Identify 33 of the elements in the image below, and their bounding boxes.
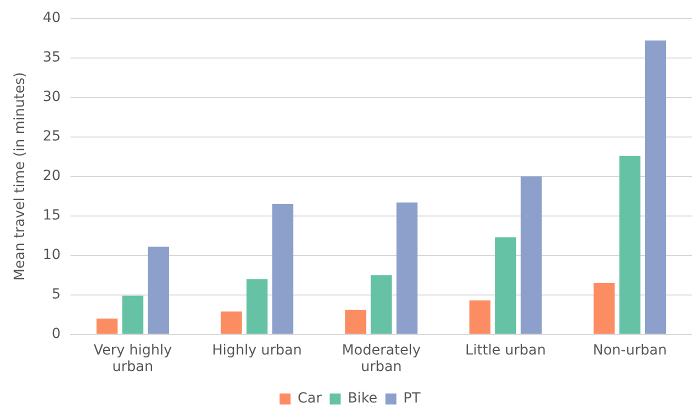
y-tick-label: 10 — [42, 247, 61, 264]
bar — [96, 318, 118, 334]
y-tick-label: 35 — [42, 50, 61, 66]
x-tick-label: Moderately urban — [342, 342, 421, 376]
legend-label: PT — [403, 390, 421, 407]
bar — [345, 310, 366, 334]
y-tick-label: 30 — [42, 89, 61, 106]
y-tick-label: 5 — [52, 286, 61, 303]
y-tick-label: 20 — [42, 168, 61, 184]
bar — [495, 237, 516, 334]
bar — [148, 246, 169, 334]
bar — [469, 300, 490, 334]
bar — [520, 176, 542, 334]
y-axis-title: Mean travel time (in minutes) — [12, 72, 28, 281]
legend-label: Car — [298, 390, 322, 407]
bar — [645, 40, 666, 334]
y-tick-label: 25 — [42, 128, 61, 145]
y-tick-label: 40 — [42, 10, 61, 26]
x-tick-label: Non-urban — [592, 342, 667, 358]
y-tick-label: 15 — [42, 208, 61, 224]
bar — [220, 311, 242, 334]
bar — [122, 296, 144, 334]
bar — [619, 156, 640, 334]
x-tick-label: Little urban — [465, 342, 546, 358]
bar — [246, 279, 268, 334]
bar — [370, 275, 392, 334]
bar — [594, 283, 615, 334]
legend-label: Bike — [348, 390, 378, 407]
bar — [396, 202, 418, 334]
bar — [272, 204, 294, 334]
y-tick-label: 0 — [52, 326, 61, 342]
x-tick-label: Highly urban — [212, 342, 302, 358]
x-tick-label: Very highly urban — [94, 342, 172, 376]
